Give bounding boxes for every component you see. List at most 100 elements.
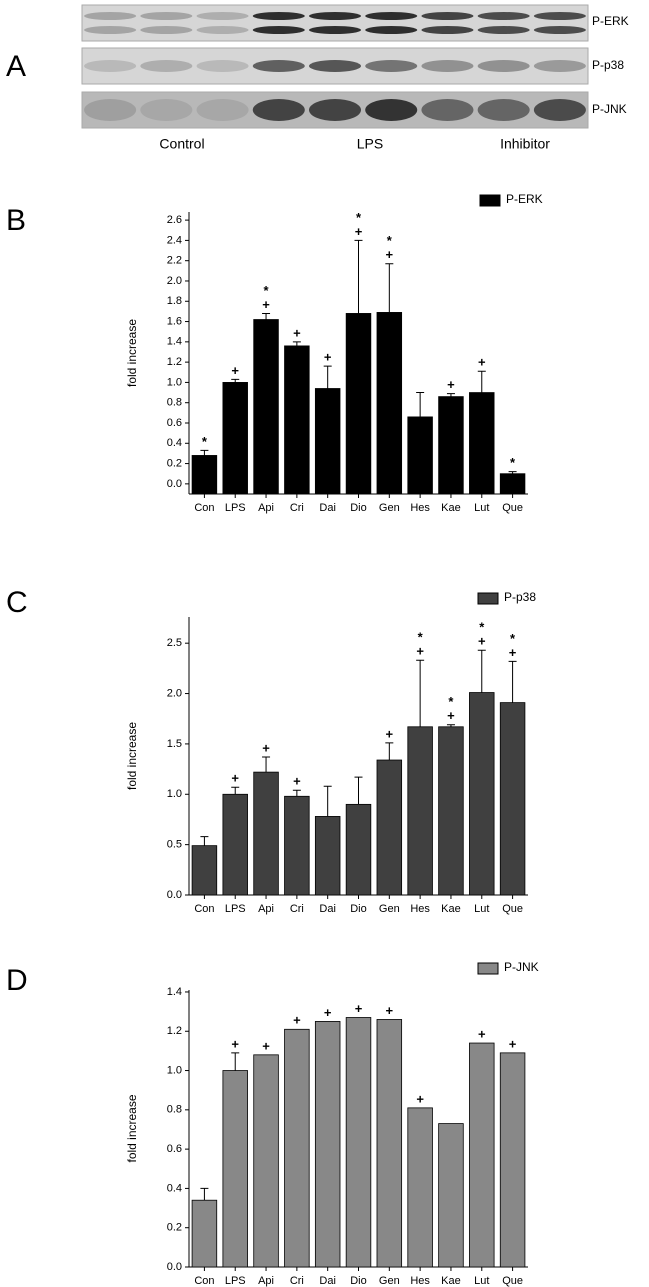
error-bar <box>292 341 301 346</box>
error-bar <box>446 724 455 727</box>
significance-marker: + <box>324 1005 332 1020</box>
y-tick-label: 1.0 <box>167 376 182 388</box>
blot-band <box>252 99 305 121</box>
blot-band <box>477 26 530 34</box>
y-tick-label: 1.6 <box>167 315 182 327</box>
x-tick-label: Lut <box>474 502 489 514</box>
x-tick-label: LPS <box>225 1275 246 1287</box>
y-tick-label: 2.0 <box>167 275 182 287</box>
significance-marker: + <box>355 1001 363 1016</box>
x-tick-label: Hes <box>410 903 430 915</box>
x-tick-label: Cri <box>290 1275 304 1287</box>
y-tick-label: 0.8 <box>167 397 182 409</box>
x-tick-label: Dai <box>319 903 336 915</box>
blot-band <box>365 60 418 72</box>
blot-band <box>477 99 530 121</box>
bar <box>314 1021 341 1268</box>
significance-marker: + <box>447 708 455 723</box>
blot-band <box>84 26 137 34</box>
blot-band <box>252 60 305 72</box>
y-tick-label: 0.6 <box>167 417 182 429</box>
blot-row-label: P-JNK <box>592 102 627 116</box>
error-bar <box>200 449 209 456</box>
significance-marker: + <box>416 644 424 659</box>
error-bar <box>416 659 425 727</box>
significance-marker: + <box>293 1013 301 1028</box>
bar <box>345 803 372 896</box>
significance-marker: + <box>293 325 301 340</box>
y-tick-label: 0.0 <box>167 1261 182 1273</box>
x-tick-label: LPS <box>225 502 246 514</box>
x-tick-label: Kae <box>441 1275 461 1287</box>
significance-marker: * <box>448 694 454 709</box>
bar <box>314 816 341 896</box>
x-tick-label: Que <box>502 1275 523 1287</box>
bar <box>499 1052 526 1268</box>
bar <box>191 845 218 896</box>
y-tick-label: 2.4 <box>167 234 182 246</box>
bar <box>284 345 310 495</box>
significance-marker: + <box>509 1036 517 1051</box>
bar <box>345 1017 372 1268</box>
blot-band <box>196 99 249 121</box>
bar <box>376 1019 403 1268</box>
blot-row-label: P-ERK <box>592 14 629 28</box>
y-tick-label: 1.0 <box>167 788 182 800</box>
blot-band <box>84 60 137 72</box>
x-tick-label: Dai <box>319 1275 336 1287</box>
significance-marker: + <box>386 247 394 262</box>
y-tick-label: 2.0 <box>167 687 182 699</box>
blot-band <box>533 60 586 72</box>
y-tick-label: 2.2 <box>167 255 182 267</box>
significance-marker: + <box>231 363 239 378</box>
blot-band <box>140 12 193 20</box>
blot-band <box>421 60 474 72</box>
blot-band <box>196 12 249 20</box>
bar <box>407 416 433 495</box>
significance-marker: + <box>293 774 301 789</box>
blot-band <box>196 60 249 72</box>
bar <box>407 1107 433 1268</box>
significance-marker: * <box>510 455 516 470</box>
x-tick-label: LPS <box>225 903 246 915</box>
significance-marker: * <box>264 283 270 298</box>
panel-label: B <box>6 204 26 237</box>
significance-marker: * <box>510 631 516 646</box>
bar <box>253 319 279 495</box>
bar <box>284 795 310 896</box>
blot-group-label: Control <box>159 136 204 152</box>
blot-band <box>365 26 418 34</box>
x-tick-label: Dai <box>319 502 336 514</box>
y-tick-label: 0.6 <box>167 1143 182 1155</box>
significance-marker: * <box>356 210 362 225</box>
y-tick-label: 2.5 <box>167 637 182 649</box>
blot-group-label: Inhibitor <box>500 136 550 152</box>
bar <box>222 1070 248 1268</box>
error-bar <box>477 370 486 393</box>
y-tick-label: 0.4 <box>167 1182 182 1194</box>
blot-row-label: P-p38 <box>592 58 624 72</box>
x-tick-label: Que <box>502 502 523 514</box>
significance-marker: * <box>202 434 208 449</box>
blot-group-label: LPS <box>357 136 383 152</box>
error-bar <box>231 1052 240 1071</box>
legend-swatch <box>479 194 501 207</box>
significance-marker: + <box>447 377 455 392</box>
x-tick-label: Api <box>258 903 274 915</box>
blot-band <box>309 60 361 72</box>
blot-band <box>140 99 193 121</box>
y-tick-label: 1.2 <box>167 1025 182 1037</box>
x-tick-label: Dio <box>350 502 367 514</box>
y-tick-label: 1.5 <box>167 738 182 750</box>
x-tick-label: Api <box>258 502 274 514</box>
x-tick-label: Dio <box>350 903 367 915</box>
y-tick-label: 1.2 <box>167 356 182 368</box>
bar <box>191 455 218 495</box>
panel-label: D <box>6 964 28 997</box>
x-tick-label: Cri <box>290 903 304 915</box>
blot-band <box>309 26 361 34</box>
blot-band <box>421 12 474 20</box>
legend-label: P-JNK <box>504 960 539 974</box>
blot-band <box>309 99 361 121</box>
